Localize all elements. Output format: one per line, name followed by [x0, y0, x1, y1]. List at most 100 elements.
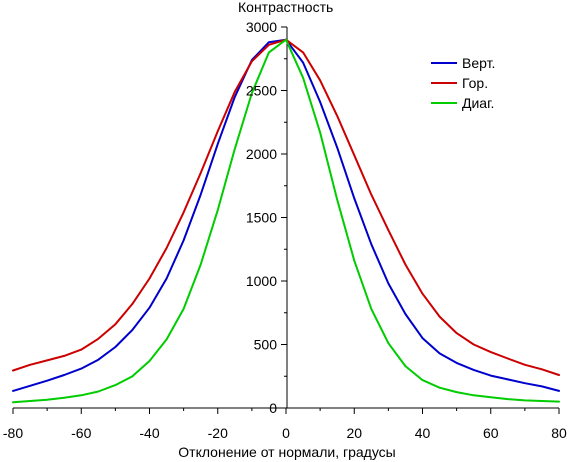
data-point	[319, 131, 321, 134]
data-point	[199, 172, 202, 174]
series-line	[12, 38, 560, 392]
legend-label: Верт.	[462, 55, 495, 71]
data-point	[148, 360, 151, 362]
data-point	[80, 367, 83, 370]
x-tick-label: 80	[551, 425, 567, 441]
data-point	[336, 115, 338, 117]
x-tick-label: -40	[139, 425, 159, 441]
data-point	[63, 355, 65, 357]
data-point	[63, 374, 65, 376]
data-point	[165, 247, 168, 249]
data-point	[524, 364, 526, 366]
legend-label: Диаг.	[462, 95, 494, 111]
y-axis-title: Контрастность	[238, 0, 333, 15]
y-tick-label: 500	[254, 337, 278, 353]
x-tick-label: 60	[483, 425, 499, 441]
data-point	[421, 379, 424, 381]
data-point	[199, 193, 202, 196]
data-point	[285, 38, 287, 41]
data-point	[421, 337, 424, 339]
data-point	[353, 154, 356, 157]
data-point	[131, 329, 134, 331]
y-tick-label: 3000	[246, 19, 277, 35]
axis-ticks	[12, 26, 560, 414]
data-point	[97, 358, 100, 361]
data-point	[46, 398, 48, 401]
data-point	[12, 390, 14, 392]
data-point	[404, 263, 407, 266]
data-point	[148, 306, 151, 309]
data-point	[438, 386, 441, 389]
data-point	[63, 397, 65, 399]
data-point	[370, 308, 373, 310]
data-point	[46, 379, 48, 382]
data-point	[302, 51, 304, 54]
x-tick-label: 0	[282, 425, 290, 441]
x-tick-label: -80	[3, 425, 23, 441]
data-point	[131, 303, 134, 305]
data-point	[421, 292, 424, 295]
data-point	[97, 337, 100, 340]
data-point	[472, 369, 475, 371]
data-point	[541, 368, 543, 371]
y-tick-label: 1500	[246, 210, 277, 226]
data-point	[524, 382, 526, 385]
y-tick-label: 1000	[246, 273, 277, 289]
data-point	[489, 374, 492, 377]
data-point	[29, 364, 31, 366]
data-point	[12, 401, 14, 404]
data-point	[507, 398, 509, 400]
data-point	[558, 400, 560, 403]
data-point	[268, 51, 270, 54]
data-point	[319, 79, 321, 82]
data-point	[46, 359, 48, 362]
x-tick-label: 20	[346, 425, 362, 441]
data-point	[455, 391, 458, 393]
data-point	[353, 259, 356, 262]
data-point	[455, 362, 458, 364]
data-point	[472, 394, 475, 397]
data-point	[558, 374, 560, 376]
data-point	[336, 198, 338, 201]
data-point	[29, 384, 31, 387]
data-point	[234, 148, 236, 150]
data-point	[165, 338, 168, 341]
data-point	[216, 130, 219, 132]
data-point	[12, 369, 14, 372]
data-point	[353, 197, 356, 200]
data-point	[182, 239, 185, 242]
x-tick-label: -60	[71, 425, 91, 441]
data-point	[114, 384, 117, 386]
data-point	[199, 263, 202, 266]
data-point	[182, 211, 185, 214]
data-point	[80, 348, 83, 351]
data-point	[114, 346, 117, 348]
data-point	[131, 375, 134, 378]
data-point	[182, 308, 185, 310]
data-point	[302, 77, 304, 79]
data-point	[558, 390, 560, 392]
data-point	[541, 385, 543, 388]
data-point	[216, 209, 219, 211]
data-point	[370, 243, 373, 245]
data-point	[268, 41, 270, 44]
data-point	[302, 61, 304, 64]
legend-label: Гор.	[462, 75, 488, 91]
data-point	[455, 332, 458, 334]
data-point	[336, 146, 338, 149]
data-point	[97, 390, 100, 393]
legend: Верт. Гор. Диаг.	[431, 55, 495, 111]
data-point	[234, 90, 236, 93]
data-point	[472, 343, 475, 346]
data-point	[114, 323, 117, 325]
x-axis-title: Отклонение от нормали, градусы	[178, 444, 395, 460]
data-point	[489, 396, 492, 399]
x-tick-label: -20	[208, 425, 228, 441]
data-point	[251, 60, 253, 63]
tick-labels: -80 -60 -40 -20 0 20 40 60 80 0 500 1000 1500 2000 250…	[3, 19, 567, 441]
y-tick-label: 2000	[246, 146, 277, 162]
data-point	[507, 357, 509, 360]
data-point	[319, 101, 321, 103]
series-lines	[12, 38, 560, 404]
